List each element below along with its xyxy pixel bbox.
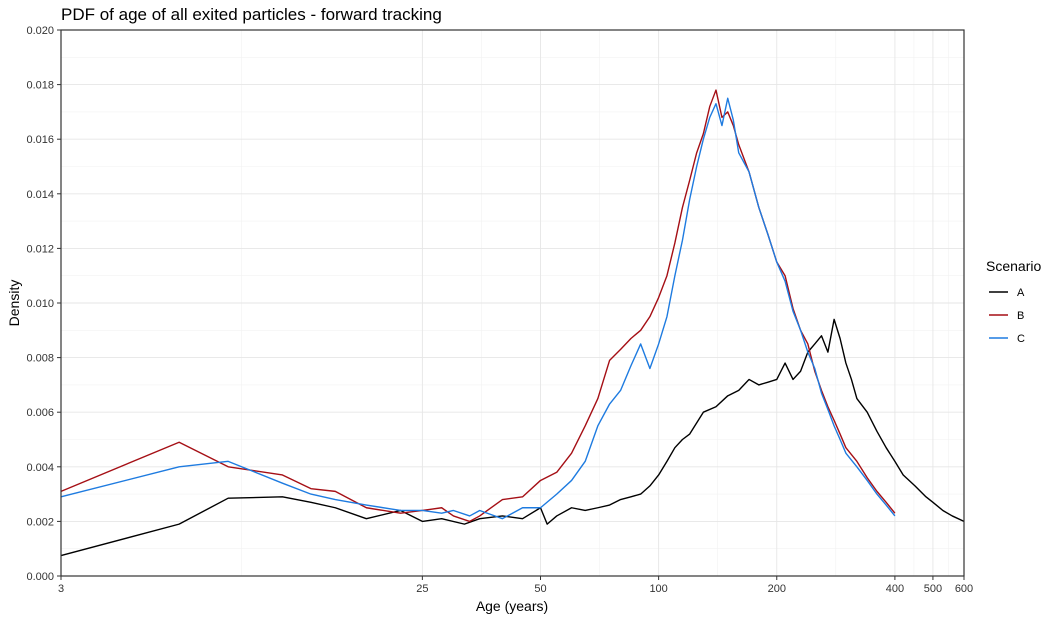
y-tick-label: 0.008: [26, 353, 54, 365]
series-lines: [60, 89, 965, 557]
y-tick-label: 0.010: [26, 298, 54, 310]
series-line-c: [60, 97, 896, 520]
y-tick-label: 0.002: [26, 516, 54, 528]
y-tick-label: 0.018: [26, 80, 54, 92]
legend-item-a: A: [989, 287, 1025, 299]
series-line-a: [60, 318, 965, 557]
legend-item-c: C: [989, 333, 1025, 345]
y-axis-title: Density: [6, 280, 22, 327]
x-tick-label: 25: [416, 583, 428, 595]
y-tick-label: 0.000: [26, 571, 54, 583]
legend-label: B: [1017, 310, 1024, 322]
x-axis: 3 25 50 100 200 400 500 600: [58, 576, 973, 595]
y-tick-label: 0.016: [26, 134, 54, 146]
legend-label: A: [1017, 287, 1025, 299]
x-tick-label: 100: [649, 583, 667, 595]
grid: [60, 29, 965, 577]
x-tick-label: 200: [768, 583, 786, 595]
y-tick-label: 0.020: [26, 25, 54, 37]
x-tick-label: 600: [955, 583, 973, 595]
legend-item-b: B: [989, 310, 1024, 322]
legend: Scenario ABC: [986, 258, 1041, 345]
x-tick-label: 3: [58, 583, 64, 595]
y-tick-label: 0.004: [26, 462, 54, 474]
x-tick-label: 50: [534, 583, 546, 595]
legend-items: ABC: [989, 287, 1025, 345]
x-tick-label: 400: [886, 583, 904, 595]
x-axis-title: Age (years): [476, 598, 548, 614]
chart-title: PDF of age of all exited particles - for…: [61, 5, 442, 24]
legend-label: C: [1017, 333, 1025, 345]
x-tick-label: 500: [924, 583, 942, 595]
y-axis: 0.000 0.002 0.004 0.006 0.008 0.010 0.012 0.014…: [26, 25, 61, 583]
y-tick-label: 0.006: [26, 407, 54, 419]
y-tick-label: 0.012: [26, 243, 54, 255]
y-tick-label: 0.014: [26, 189, 54, 201]
legend-title: Scenario: [986, 258, 1041, 274]
